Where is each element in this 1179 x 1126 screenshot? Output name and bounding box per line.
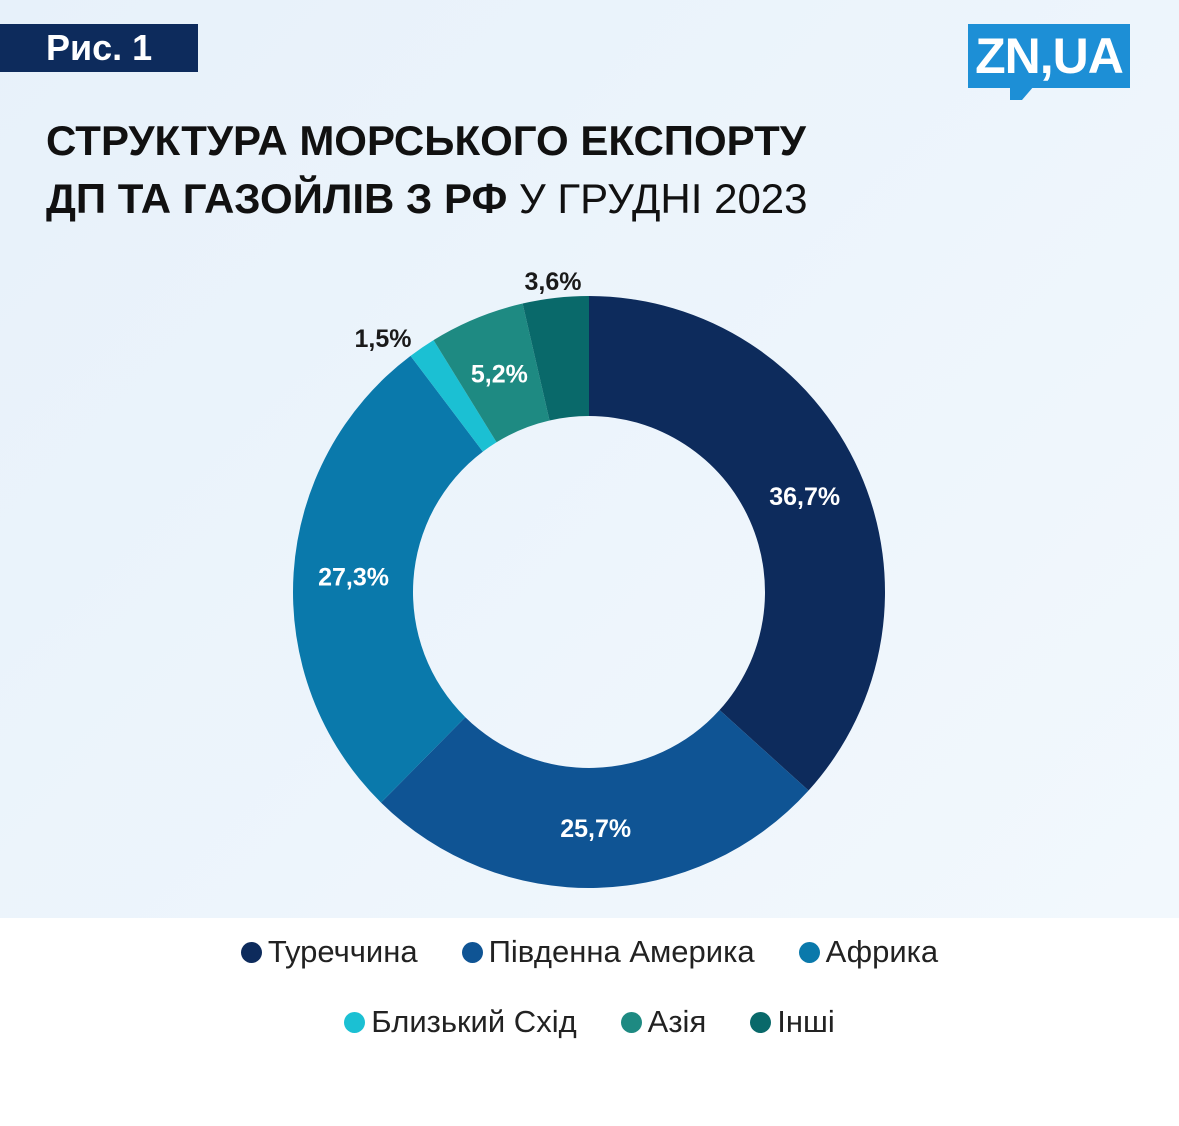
legend-swatch [750, 1011, 772, 1033]
legend-item: Туреччина [240, 934, 418, 970]
slice-label-3: 27,3% [318, 563, 389, 591]
legend-swatch [798, 941, 820, 963]
logo[interactable]: ZN,UA [968, 24, 1130, 88]
slice-label-2: 25,7% [560, 815, 631, 843]
slice-3 [293, 355, 483, 803]
chart-panel [0, 0, 1179, 918]
slice-label-5: 5,2% [471, 361, 528, 389]
legend-label: Близький Схід [371, 1004, 577, 1039]
legend-item: Африка [798, 934, 939, 970]
legend-label: Інші [777, 1004, 835, 1039]
slice-label-4: 1,5% [355, 325, 412, 353]
legend-item: Азія [620, 1004, 707, 1040]
title-line-2-regular: У ГРУДНІ 2023 [507, 175, 808, 222]
legend-label: Африка [825, 934, 939, 969]
legend-label: Туреччина [267, 934, 418, 969]
legend-label: Азія [647, 1004, 707, 1039]
slice-label-6: 3,6% [525, 268, 582, 296]
legend-row-1: Туреччина Південна Америка Африка [0, 932, 1179, 972]
legend-item: Інші [750, 1004, 835, 1040]
legend-swatch [461, 941, 483, 963]
slice-6 [522, 296, 589, 421]
legend-item: Південна Америка [461, 934, 755, 970]
slice-1 [589, 296, 886, 791]
slice-2 [381, 710, 809, 888]
legend-row-2: Близький Схід Азія Інші [0, 1002, 1179, 1042]
slice-5 [433, 303, 550, 443]
legend-swatch [620, 1011, 642, 1033]
slice-4 [410, 340, 497, 452]
legend-swatch [344, 1011, 366, 1033]
figure-label: Рис. 1 [0, 24, 198, 72]
logo-tail [1010, 86, 1034, 100]
legend-item: Близький Схід [344, 1004, 577, 1040]
legend-swatch [240, 941, 262, 963]
title-line-2-bold: ДП ТА ГАЗОЙЛІВ З РФ [46, 175, 508, 222]
legend-label: Південна Америка [488, 934, 755, 969]
slice-label-1: 36,7% [769, 483, 840, 511]
donut-chart: 36,7% 25,7% 27,3% 1,5% 5,2% 3,6% [293, 268, 886, 888]
chart-title: СТРУКТУРА МОРСЬКОГО ЕКСПОРТУ ДП ТА ГАЗОЙ… [46, 112, 946, 228]
title-line-1: СТРУКТУРА МОРСЬКОГО ЕКСПОРТУ [46, 117, 806, 164]
